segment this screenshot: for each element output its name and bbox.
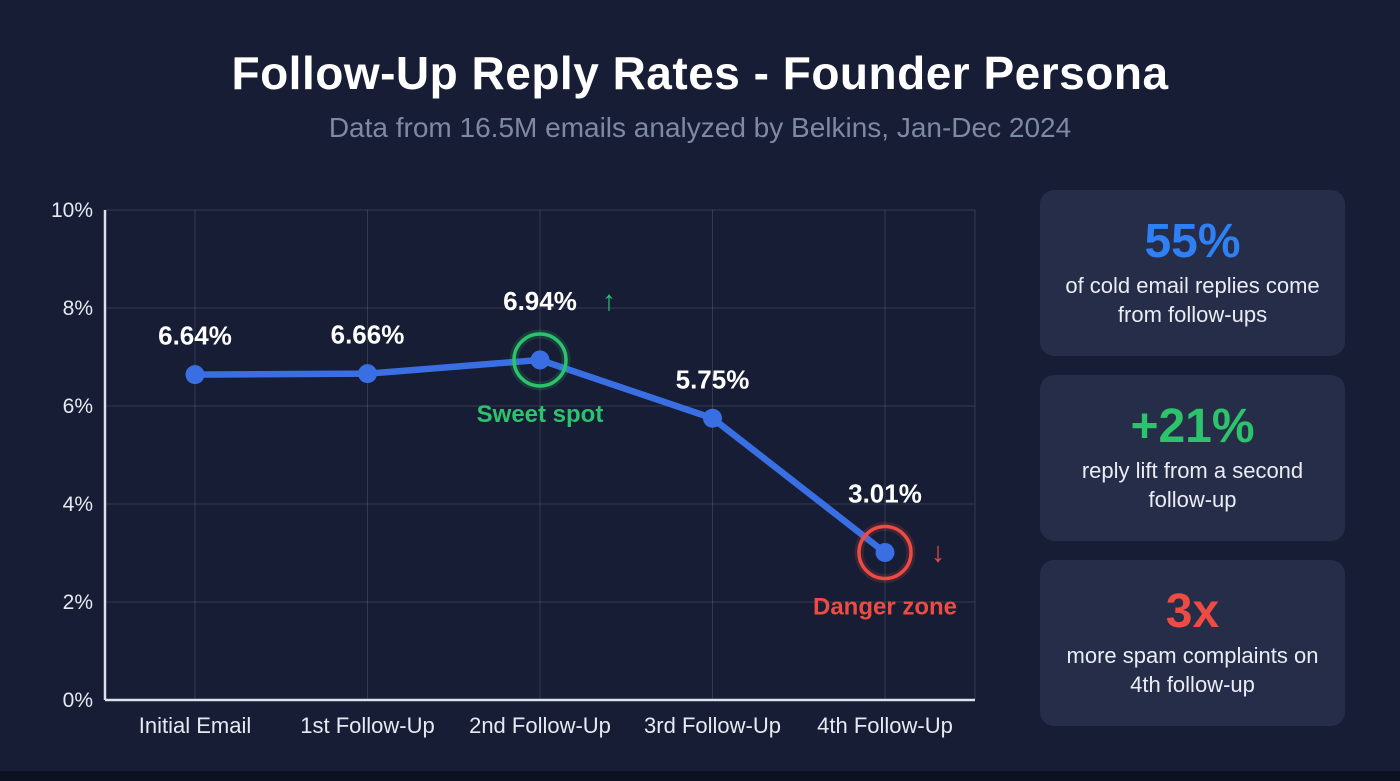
svg-text:5.75%: 5.75% (676, 364, 750, 394)
svg-text:Danger zone: Danger zone (813, 594, 957, 621)
svg-text:3rd Follow-Up: 3rd Follow-Up (644, 713, 781, 738)
svg-text:6%: 6% (63, 395, 93, 418)
svg-text:4%: 4% (63, 493, 93, 516)
svg-text:4th Follow-Up: 4th Follow-Up (817, 713, 953, 738)
svg-text:2%: 2% (63, 591, 93, 614)
stat-value: +21% (1130, 399, 1255, 453)
stat-value: 55% (1144, 214, 1241, 268)
page-subtitle: Data from 16.5M emails analyzed by Belki… (328, 112, 1072, 143)
stat-cards-panel: 55% of cold email replies come from foll… (1040, 190, 1345, 726)
stat-card-reply-lift: +21% reply lift from a second follow-up (1040, 375, 1345, 541)
stat-description: more spam complaints on 4th follow-up (1066, 643, 1319, 698)
stat-value: 3x (1165, 584, 1220, 638)
stat-card-spam-complaints: 3x more spam complaints on 4th follow-up (1040, 560, 1345, 726)
bottom-edge-strip (0, 771, 1400, 781)
page-title: Follow-Up Reply Rates - Founder Persona (231, 47, 1169, 99)
svg-text:6.94%: 6.94% (503, 286, 577, 316)
svg-text:↑: ↑ (602, 285, 616, 316)
svg-text:Sweet spot: Sweet spot (477, 401, 604, 428)
reply-rate-line-chart: 0% 2% 4% 6% 8% 10% Initial Email 1st Follow-Up 2… (51, 199, 976, 738)
svg-text:1st Follow-Up: 1st Follow-Up (300, 713, 434, 738)
svg-text:2nd Follow-Up: 2nd Follow-Up (469, 713, 611, 738)
svg-text:3.01%: 3.01% (848, 479, 922, 509)
svg-text:↓: ↓ (931, 537, 945, 568)
svg-text:8%: 8% (63, 297, 93, 320)
svg-text:6.64%: 6.64% (158, 321, 232, 351)
svg-text:10%: 10% (51, 199, 93, 222)
stat-description: of cold email replies come from follow-u… (1065, 273, 1320, 328)
svg-text:Initial Email: Initial Email (139, 713, 251, 738)
stat-description: reply lift from a second follow-up (1081, 458, 1304, 513)
svg-text:6.66%: 6.66% (331, 320, 405, 350)
svg-text:0%: 0% (63, 689, 93, 712)
stat-card-followup-replies: 55% of cold email replies come from foll… (1040, 190, 1345, 356)
